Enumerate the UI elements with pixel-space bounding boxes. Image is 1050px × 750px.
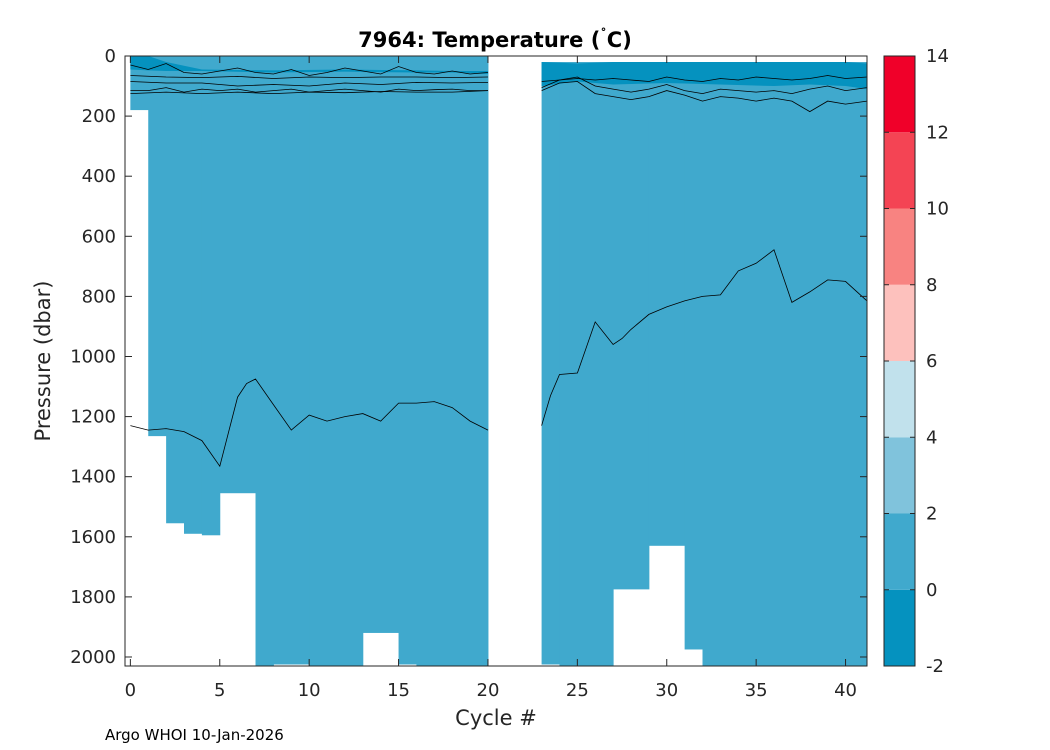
x-tick-label: 0 [125, 680, 136, 701]
colorbar-bin [884, 132, 915, 209]
field-column [309, 56, 364, 666]
colorbar-tick-label: 14 [926, 46, 949, 67]
x-tick-label: 5 [214, 680, 225, 701]
temperature-field [130, 56, 867, 666]
x-tick-label: 30 [655, 680, 678, 701]
y-tick-label: 600 [82, 226, 116, 247]
colorbar-tick-label: 0 [926, 580, 937, 601]
y-tick-label: 1000 [70, 346, 116, 367]
field-column [219, 56, 257, 494]
colorbar: -2 0 2 4 6 8 10 12 14 [883, 46, 949, 677]
colorbar-tick-label: 2 [926, 504, 937, 525]
y-axis: 0 200 400 600 800 1000 1200 1400 1600 1800 2000 [70, 46, 867, 668]
field-column [201, 56, 221, 536]
footer-credit: Argo WHOI 10-Jan-2026 [105, 726, 284, 744]
isotherm-line [541, 75, 867, 82]
field-column [148, 56, 167, 437]
colorbar-bin [884, 437, 915, 514]
colorbar-tick-label: 6 [926, 351, 937, 372]
cold-surface-layer [130, 56, 488, 75]
isotherm-line [541, 76, 867, 95]
isotherm-line [541, 81, 867, 113]
cold-surface-layer [541, 62, 867, 90]
field-column [684, 62, 704, 650]
x-axis-label: Cycle # [455, 706, 537, 730]
colorbar-tick-label: 4 [926, 427, 937, 448]
field-column [184, 56, 203, 534]
field-column [648, 62, 686, 546]
y-tick-label: 1600 [70, 527, 116, 548]
y-tick-label: 800 [82, 286, 116, 307]
field-column [720, 62, 867, 666]
x-tick-label: 40 [834, 680, 857, 701]
plot-frame [124, 55, 868, 667]
x-tick-label: 20 [477, 680, 500, 701]
field-column [166, 56, 185, 524]
x-tick-label: 35 [745, 680, 768, 701]
isotherm-line [130, 378, 489, 468]
colorbar-tick-label: 10 [926, 199, 949, 220]
isotherm-line [130, 75, 489, 79]
y-tick-label: 0 [105, 46, 116, 67]
y-tick-label: 200 [82, 106, 116, 127]
field-column [541, 62, 560, 665]
isotherm-line [130, 90, 489, 95]
colorbar-bin [884, 361, 915, 438]
y-tick-label: 1400 [70, 467, 116, 488]
field-column [559, 62, 614, 666]
field-column [613, 62, 650, 590]
x-axis: 0 5 10 15 20 25 30 35 40 [125, 56, 857, 701]
colorbar-bin [884, 513, 915, 590]
x-tick-label: 25 [566, 680, 589, 701]
field-column [398, 56, 417, 665]
field-column [416, 56, 489, 666]
chart-title: 7964: Temperature (˚C) [358, 27, 632, 52]
y-axis-label: Pressure (dbar) [31, 281, 55, 442]
colorbar-bin [884, 208, 915, 285]
colorbar-tick-label: 12 [926, 122, 949, 143]
colorbar-tick-label: -2 [926, 656, 944, 677]
x-tick-label: 10 [298, 680, 321, 701]
x-tick-label: 15 [387, 680, 410, 701]
isotherm-contours [130, 63, 867, 468]
isotherm-line [130, 63, 489, 76]
y-tick-label: 1200 [70, 407, 116, 428]
isotherm-line [130, 81, 489, 87]
colorbar-bin [884, 56, 915, 133]
colorbar-bin [884, 589, 915, 666]
field-column [273, 56, 310, 665]
field-column [255, 56, 274, 666]
y-tick-label: 400 [82, 166, 116, 187]
field-column [702, 62, 721, 666]
y-tick-label: 1800 [70, 587, 116, 608]
colorbar-bin [884, 284, 915, 361]
field-column [362, 56, 400, 633]
isotherm-line [541, 249, 867, 426]
y-tick-label: 2000 [70, 647, 116, 668]
colorbar-tick-label: 8 [926, 275, 937, 296]
